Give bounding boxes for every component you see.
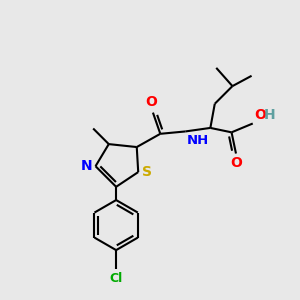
Text: NH: NH xyxy=(187,134,209,147)
Text: O: O xyxy=(254,108,266,122)
Text: O: O xyxy=(146,95,158,109)
Text: H: H xyxy=(264,108,276,122)
Text: S: S xyxy=(142,165,152,179)
Text: Cl: Cl xyxy=(110,272,123,285)
Text: O: O xyxy=(230,157,242,170)
Text: N: N xyxy=(80,159,92,173)
